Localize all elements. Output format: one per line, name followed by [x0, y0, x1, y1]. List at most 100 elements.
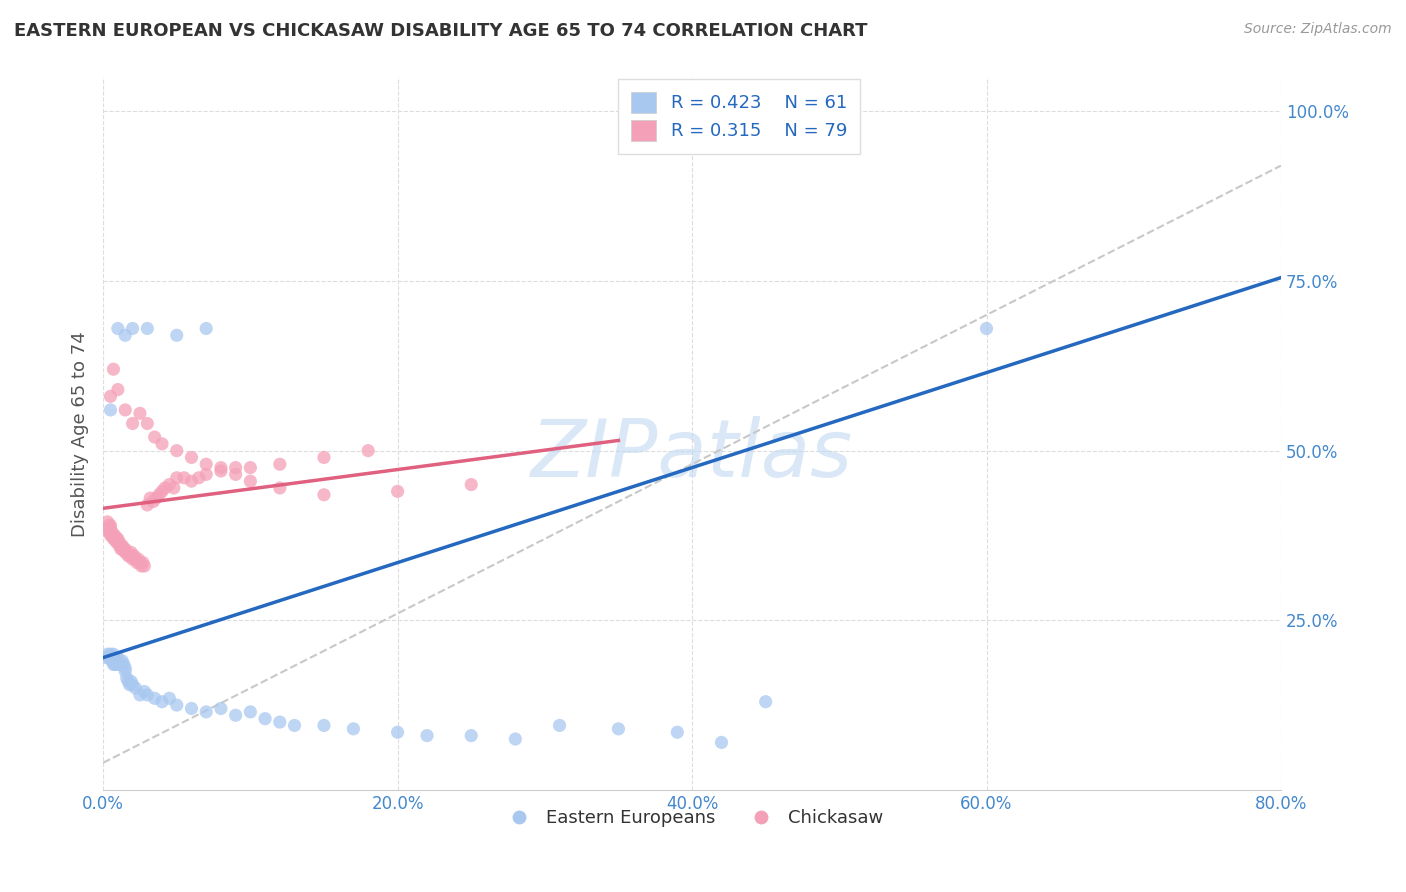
Point: [101, 654, 124, 668]
Text: Source: ZipAtlas.com: Source: ZipAtlas.com: [1244, 22, 1392, 37]
Point: [163, 481, 186, 495]
Point: [225, 467, 247, 482]
Point: [129, 406, 152, 420]
Point: [416, 729, 439, 743]
Point: [114, 545, 136, 559]
Point: [121, 552, 143, 566]
Point: [166, 698, 188, 712]
Point: [976, 321, 998, 335]
Point: [103, 647, 125, 661]
Point: [118, 549, 141, 563]
Point: [166, 471, 188, 485]
Text: ZIPatlas: ZIPatlas: [531, 416, 853, 494]
Point: [121, 321, 143, 335]
Point: [98, 518, 121, 533]
Point: [239, 460, 262, 475]
Point: [225, 708, 247, 723]
Point: [103, 528, 125, 542]
Point: [111, 654, 134, 668]
Point: [100, 650, 122, 665]
Point: [136, 321, 159, 335]
Point: [115, 545, 138, 559]
Point: [105, 657, 128, 672]
Point: [460, 729, 482, 743]
Point: [114, 328, 136, 343]
Point: [142, 494, 165, 508]
Point: [283, 718, 305, 732]
Point: [108, 657, 131, 672]
Point: [100, 522, 122, 536]
Point: [187, 471, 209, 485]
Point: [269, 457, 291, 471]
Point: [195, 321, 218, 335]
Point: [195, 467, 218, 482]
Point: [114, 664, 136, 678]
Point: [112, 657, 135, 672]
Point: [710, 735, 733, 749]
Point: [666, 725, 689, 739]
Point: [607, 722, 630, 736]
Point: [387, 484, 409, 499]
Point: [114, 403, 136, 417]
Point: [136, 417, 159, 431]
Point: [121, 417, 143, 431]
Point: [104, 650, 127, 665]
Point: [548, 718, 571, 732]
Point: [129, 556, 152, 570]
Point: [312, 488, 335, 502]
Text: EASTERN EUROPEAN VS CHICKASAW DISABILITY AGE 65 TO 74 CORRELATION CHART: EASTERN EUROPEAN VS CHICKASAW DISABILITY…: [14, 22, 868, 40]
Point: [107, 535, 129, 549]
Point: [269, 714, 291, 729]
Point: [118, 678, 141, 692]
Point: [209, 701, 232, 715]
Point: [125, 556, 148, 570]
Point: [312, 450, 335, 465]
Point: [143, 691, 166, 706]
Point: [107, 654, 129, 668]
Point: [460, 477, 482, 491]
Point: [136, 688, 159, 702]
Point: [110, 657, 132, 672]
Point: [180, 701, 202, 715]
Point: [114, 542, 136, 557]
Point: [239, 474, 262, 488]
Point: [269, 481, 291, 495]
Point: [150, 484, 173, 499]
Point: [101, 528, 124, 542]
Point: [195, 705, 218, 719]
Point: [145, 491, 167, 505]
Point: [225, 460, 247, 475]
Point: [96, 647, 118, 661]
Point: [387, 725, 409, 739]
Point: [166, 443, 188, 458]
Point: [107, 532, 129, 546]
Point: [103, 532, 125, 546]
Y-axis label: Disability Age 65 to 74: Disability Age 65 to 74: [72, 331, 89, 537]
Point: [108, 535, 131, 549]
Point: [132, 556, 155, 570]
Point: [131, 559, 153, 574]
Point: [122, 549, 145, 563]
Point: [239, 705, 262, 719]
Point: [117, 674, 139, 689]
Point: [114, 661, 136, 675]
Point: [139, 491, 162, 505]
Point: [127, 552, 149, 566]
Point: [121, 549, 143, 563]
Point: [111, 542, 134, 557]
Point: [505, 732, 527, 747]
Point: [94, 522, 117, 536]
Point: [143, 430, 166, 444]
Point: [96, 515, 118, 529]
Point: [121, 678, 143, 692]
Point: [195, 457, 218, 471]
Point: [166, 328, 188, 343]
Point: [173, 471, 195, 485]
Point: [101, 650, 124, 665]
Point: [150, 437, 173, 451]
Point: [180, 450, 202, 465]
Point: [108, 539, 131, 553]
Point: [254, 712, 277, 726]
Point: [100, 389, 122, 403]
Point: [357, 443, 380, 458]
